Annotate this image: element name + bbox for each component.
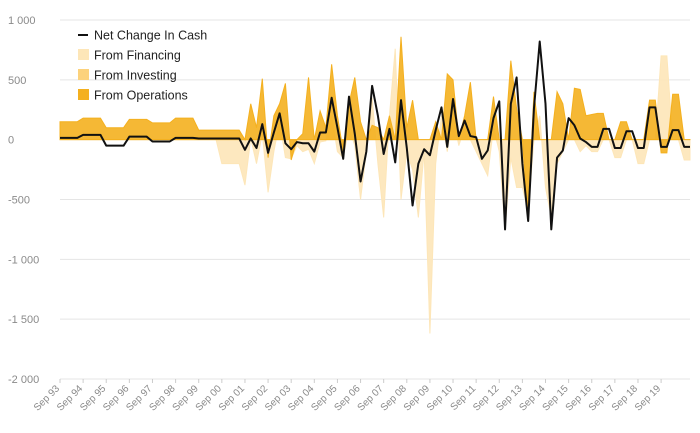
from-operations-area	[59, 36, 691, 218]
legend-swatch	[78, 49, 89, 60]
legend-item-from-investing: From Investing	[78, 69, 177, 83]
legend-item-from-financing: From Financing	[78, 49, 181, 63]
legend-swatch	[78, 89, 89, 100]
y-tick-label: -500	[8, 195, 30, 207]
y-tick-label: 500	[8, 75, 26, 87]
legend-label: Net Change In Cash	[94, 29, 207, 43]
line-series	[60, 40, 690, 231]
x-tick-label: Sep 10	[425, 383, 455, 413]
y-tick-label: -2 000	[8, 374, 39, 386]
legend-item-net-change-in-cash: Net Change In Cash	[78, 29, 207, 43]
legend-label: From Investing	[94, 69, 177, 83]
legend-label: From Financing	[94, 49, 181, 63]
legend-label: From Operations	[94, 89, 188, 103]
legend-swatch	[78, 69, 89, 80]
legend-item-from-operations: From Operations	[78, 89, 188, 103]
legend: Net Change In Cash From Financing From Inv…	[78, 29, 207, 103]
net-change-in-cash-line	[60, 40, 690, 231]
y-tick-label: -1 000	[8, 254, 39, 266]
y-tick-label: 0	[8, 135, 14, 147]
area-series	[59, 36, 691, 334]
x-tick-label: Sep 19	[633, 383, 663, 413]
y-axis-ticks: 1 000 500 0 -500 -1 000 -1 500 -2 000	[8, 15, 39, 386]
y-tick-label: -1 500	[8, 314, 39, 326]
y-tick-label: 1 000	[8, 15, 36, 27]
